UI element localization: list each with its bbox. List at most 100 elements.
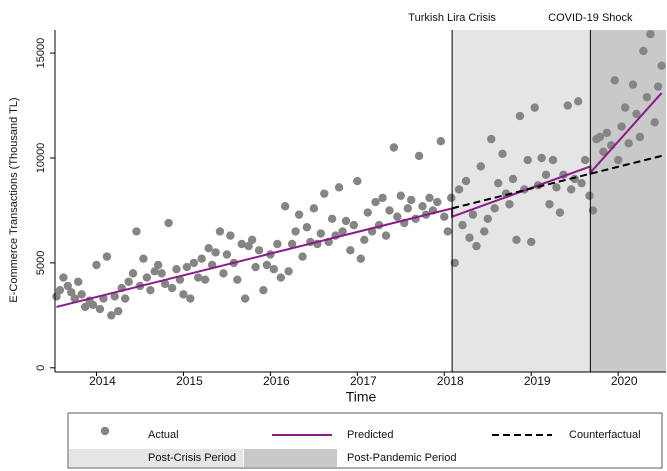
data-point <box>194 273 203 282</box>
data-point <box>505 199 514 209</box>
data-point <box>172 264 181 274</box>
data-point <box>530 103 539 112</box>
data-point <box>599 147 608 156</box>
data-point <box>222 250 232 259</box>
data-point <box>346 246 355 255</box>
data-point <box>298 252 307 261</box>
data-point <box>418 202 427 211</box>
data-point <box>443 227 452 236</box>
data-point <box>567 185 576 194</box>
data-point <box>160 279 170 289</box>
data-point <box>157 269 166 278</box>
data-point <box>182 262 192 272</box>
data-point <box>146 285 155 295</box>
data-point <box>291 227 300 236</box>
data-point <box>92 260 101 270</box>
data-point <box>287 239 297 249</box>
data-point <box>52 292 61 301</box>
data-point <box>493 178 503 188</box>
y-axis-label: E-Commerce Transactions (Thousand TL) <box>8 97 20 302</box>
data-point <box>613 155 623 165</box>
data-point <box>59 273 68 282</box>
data-point <box>247 235 257 245</box>
data-point <box>226 231 235 240</box>
data-point <box>280 202 290 211</box>
data-point <box>371 197 380 207</box>
data-point <box>620 103 630 112</box>
data-point <box>276 273 286 282</box>
data-point <box>360 235 369 245</box>
data-point <box>602 128 612 138</box>
data-point <box>102 252 112 261</box>
data-point <box>233 275 242 284</box>
data-point <box>480 227 489 236</box>
data-point <box>167 283 177 293</box>
y-tick-label: 15000 <box>35 38 47 69</box>
shaded-region <box>590 30 666 372</box>
annotation: Turkish Lira Crisis <box>408 12 496 24</box>
data-point <box>189 258 199 268</box>
data-point <box>114 306 123 316</box>
legend-marker <box>100 426 110 436</box>
data-point <box>273 239 282 249</box>
shaded-region <box>452 30 591 372</box>
data-point <box>523 155 532 165</box>
data-point <box>204 244 213 253</box>
data-point <box>642 92 652 102</box>
data-point <box>646 29 655 39</box>
legend-label: Actual <box>148 429 179 441</box>
data-point <box>200 275 210 284</box>
data-point <box>454 185 464 194</box>
data-point <box>657 61 666 70</box>
legend: Actual Predicted Counterfactual Post-Crisis… <box>69 426 641 467</box>
data-point <box>77 290 86 299</box>
x-tick-label: 2020 <box>611 374 638 388</box>
data-point <box>447 193 456 203</box>
data-point <box>70 294 79 303</box>
data-point <box>244 241 253 251</box>
data-point <box>363 208 372 217</box>
data-point <box>632 109 641 119</box>
data-point <box>580 155 590 165</box>
data-point <box>294 210 304 219</box>
data-point <box>341 216 351 226</box>
data-point <box>150 267 159 276</box>
data-point <box>639 46 648 56</box>
data-point <box>512 235 521 245</box>
data-point <box>545 199 554 209</box>
x-tick-label: 2017 <box>350 374 377 388</box>
data-point <box>487 134 496 144</box>
data-point <box>132 227 141 236</box>
data-point <box>552 183 561 192</box>
data-point <box>617 122 626 131</box>
data-point <box>353 176 362 186</box>
data-point <box>128 269 138 278</box>
data-point <box>588 206 598 215</box>
data-point <box>610 76 619 85</box>
data-point <box>624 139 633 148</box>
data-point <box>585 191 594 200</box>
x-tick-label: 2016 <box>263 374 290 388</box>
data-point <box>381 231 391 240</box>
series-line <box>451 154 662 210</box>
data-point <box>407 195 416 205</box>
data-point <box>461 176 471 186</box>
data-point <box>450 258 459 268</box>
data-point <box>67 288 76 297</box>
regions <box>452 30 666 372</box>
y-tick-label: 0 <box>35 365 47 371</box>
data-point <box>334 183 344 192</box>
data-point <box>433 197 442 207</box>
data-point <box>537 153 546 163</box>
x-tick-label: 2018 <box>437 374 464 388</box>
data-point <box>515 111 525 121</box>
legend-swatch <box>69 449 243 467</box>
data-point <box>498 149 507 158</box>
data-point <box>548 155 558 165</box>
data-point <box>259 285 268 295</box>
data-point <box>240 294 250 303</box>
data-point <box>393 212 402 221</box>
legend-label: Post-Pandemic Period <box>347 452 456 464</box>
data-point <box>269 264 279 274</box>
